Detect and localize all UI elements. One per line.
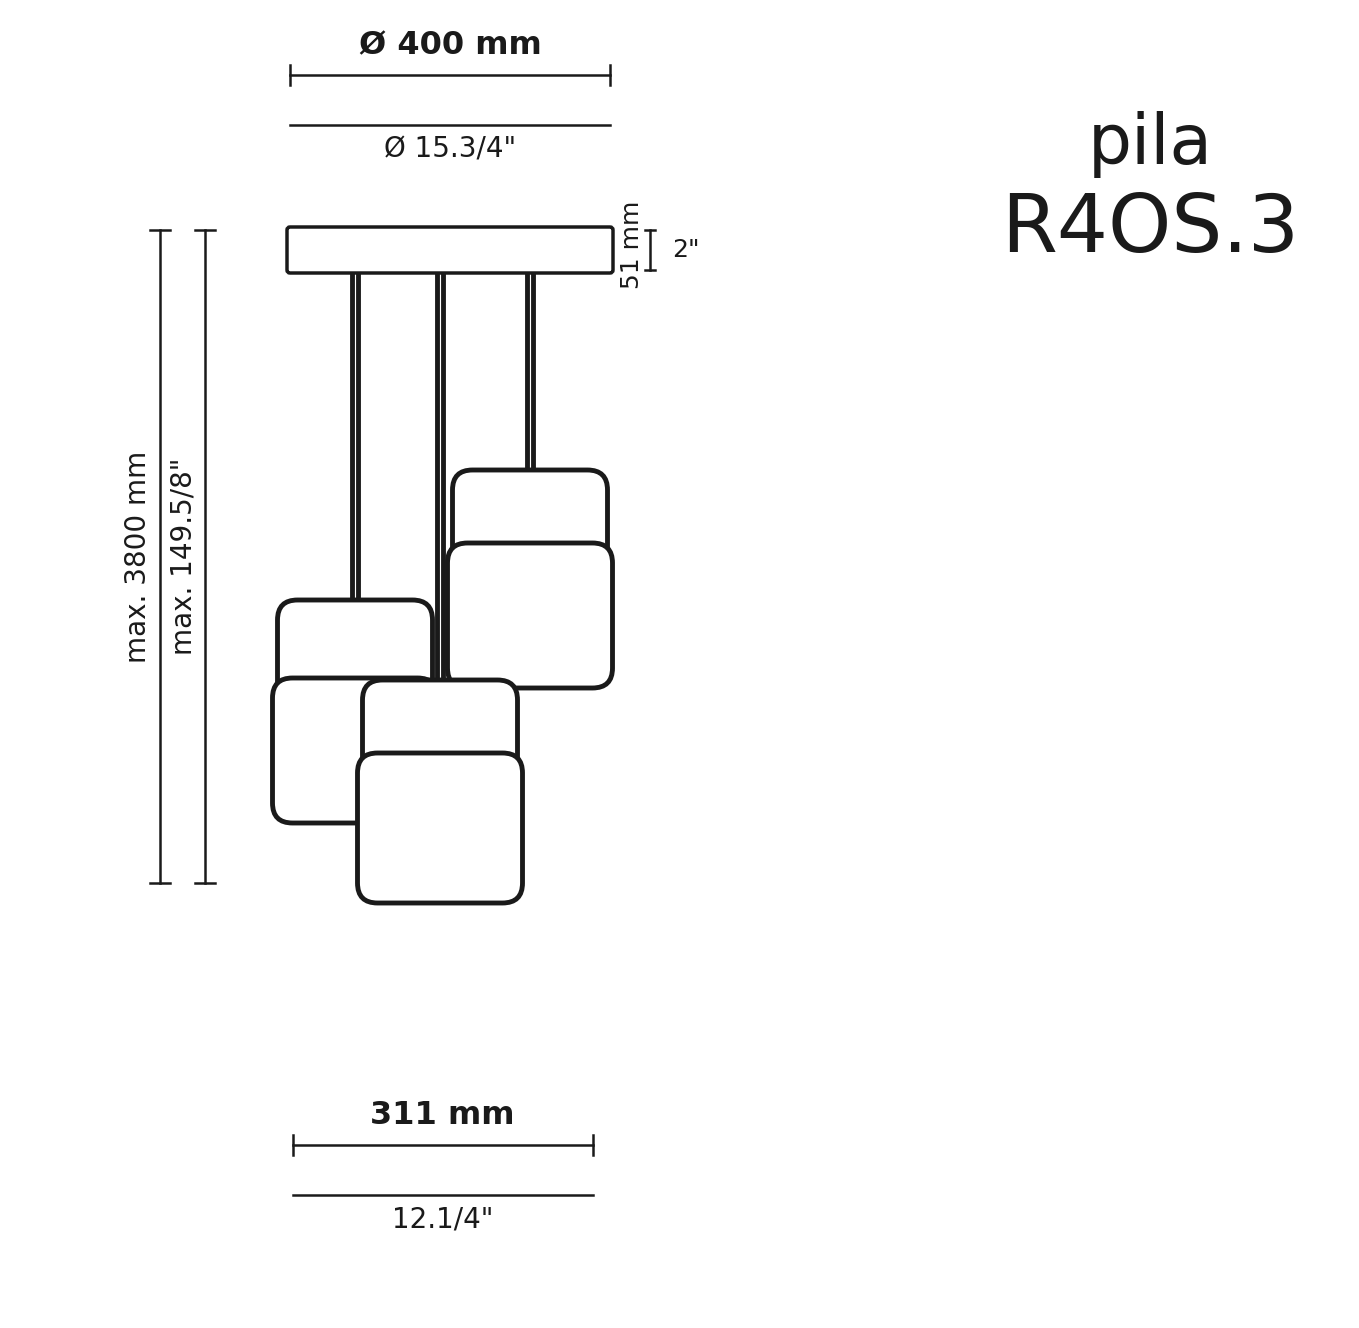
- FancyBboxPatch shape: [287, 227, 613, 274]
- Text: pila: pila: [1087, 112, 1212, 178]
- Text: max. 3800 mm: max. 3800 mm: [124, 450, 152, 663]
- Text: 51 mm: 51 mm: [620, 201, 644, 290]
- FancyBboxPatch shape: [447, 543, 613, 688]
- Text: 2": 2": [671, 238, 700, 262]
- FancyBboxPatch shape: [277, 600, 432, 710]
- Text: 12.1/4": 12.1/4": [391, 1204, 493, 1232]
- FancyBboxPatch shape: [357, 753, 522, 903]
- FancyBboxPatch shape: [363, 680, 518, 785]
- FancyBboxPatch shape: [453, 470, 607, 575]
- FancyBboxPatch shape: [273, 679, 438, 823]
- Text: Ø 400 mm: Ø 400 mm: [359, 31, 541, 61]
- Text: max. 149.5/8": max. 149.5/8": [169, 458, 197, 655]
- Text: Ø 15.3/4": Ø 15.3/4": [385, 135, 516, 163]
- Text: 311 mm: 311 mm: [370, 1100, 515, 1131]
- Text: R4OS.3: R4OS.3: [1002, 191, 1299, 270]
